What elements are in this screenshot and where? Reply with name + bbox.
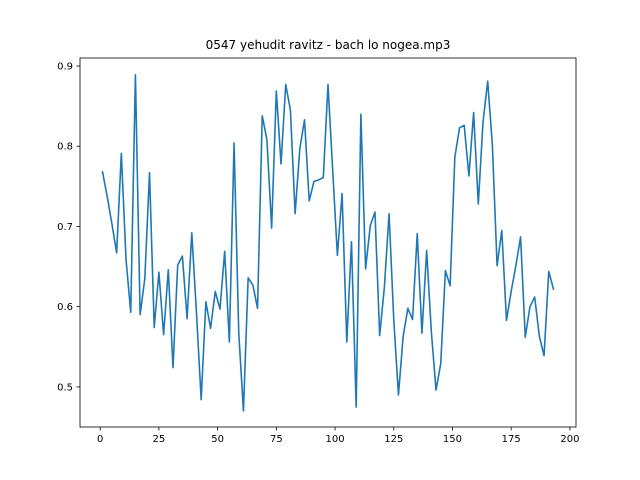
y-tick-label: 0.8: [57, 142, 73, 153]
x-tick-label: 125: [384, 434, 403, 445]
x-tick-label: 175: [502, 434, 521, 445]
y-tick-label: 0.6: [57, 302, 73, 313]
y-tick-label: 0.5: [57, 382, 73, 393]
x-axis-ticks: 0 25 50 75 100 125 150 175 200: [97, 427, 579, 445]
x-tick-label: 25: [153, 434, 166, 445]
x-tick-label: 0: [97, 434, 103, 445]
plot-area: [80, 58, 576, 427]
chart-title: 0547 yehudit ravitz - bach lo nogea.mp3: [206, 38, 451, 52]
y-tick-label: 0.9: [57, 62, 73, 73]
x-tick-label: 50: [211, 434, 224, 445]
plot-frame: [79, 57, 577, 428]
y-tick-label: 0.7: [57, 222, 73, 233]
x-tick-label: 100: [325, 434, 344, 445]
x-tick-label: 150: [443, 434, 462, 445]
series-layer: [101, 74, 555, 412]
x-tick-label: 75: [270, 434, 283, 445]
series-line: [101, 74, 555, 412]
x-tick-label: 200: [560, 434, 579, 445]
y-axis-ticks: 0.5 0.6 0.7 0.8 0.9: [57, 62, 80, 393]
